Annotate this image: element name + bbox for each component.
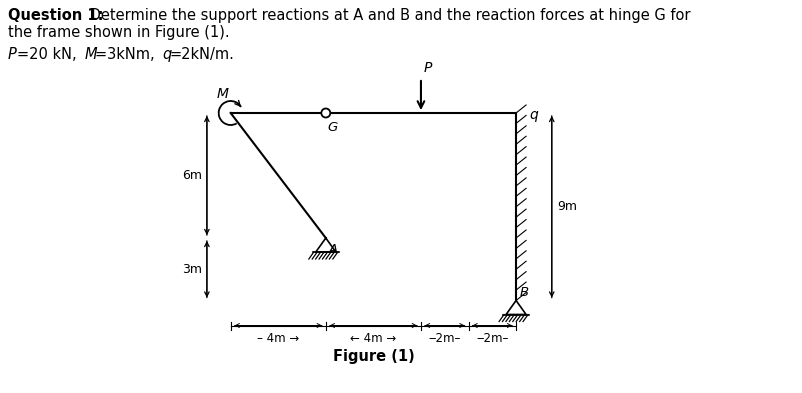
Text: q: q [529, 108, 537, 122]
Text: Determine the support reactions at A and B and the reaction forces at hinge G fo: Determine the support reactions at A and… [85, 8, 690, 23]
Text: ‒2m–: ‒2m– [476, 332, 508, 345]
Text: =2kN/m.: =2kN/m. [170, 47, 234, 62]
Text: M: M [85, 47, 98, 62]
Text: – 4m →: – 4m → [257, 332, 299, 345]
Text: 3m: 3m [182, 263, 201, 276]
Text: M: M [217, 87, 229, 101]
Text: B: B [520, 285, 529, 299]
Text: 6m: 6m [182, 169, 201, 182]
Text: P: P [8, 47, 17, 62]
Circle shape [321, 108, 330, 118]
Text: A: A [328, 243, 338, 256]
Text: P: P [423, 61, 431, 75]
Text: =20 kN,: =20 kN, [17, 47, 81, 62]
Text: the frame shown in Figure (1).: the frame shown in Figure (1). [8, 25, 229, 40]
Text: ‒2m–: ‒2m– [428, 332, 460, 345]
Text: Figure (1): Figure (1) [332, 349, 414, 364]
Text: ← 4m →: ← 4m → [350, 332, 396, 345]
Text: Question 1:: Question 1: [8, 8, 103, 23]
Text: =3kNm,: =3kNm, [95, 47, 159, 62]
Text: q: q [162, 47, 171, 62]
Text: 9m: 9m [556, 200, 576, 213]
Text: G: G [327, 121, 338, 134]
